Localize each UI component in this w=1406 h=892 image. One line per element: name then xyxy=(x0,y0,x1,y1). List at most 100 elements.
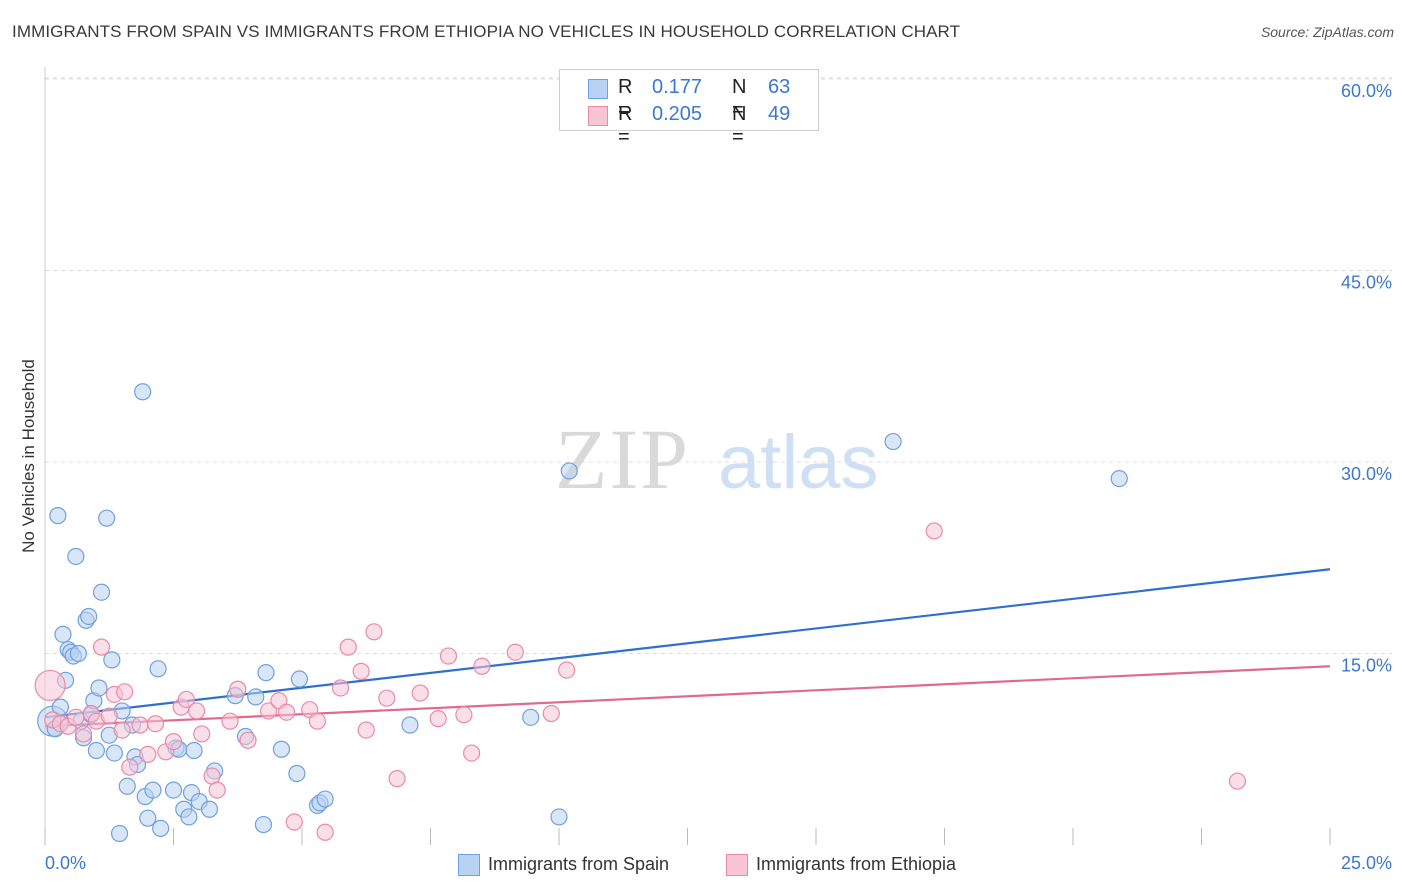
point-ethiopia xyxy=(259,702,278,720)
point-spain xyxy=(103,651,121,669)
point-spain xyxy=(54,625,72,643)
legend-swatch-spain xyxy=(588,79,608,99)
point-spain xyxy=(118,777,136,795)
y-tick-label: 60.0% xyxy=(1341,81,1392,101)
point-spain xyxy=(134,383,152,401)
legend-n-value: 49 xyxy=(768,103,791,125)
tick-labels: 15.0% 30.0% 45.0% 60.0% 0.0% 25.0% xyxy=(45,81,1392,873)
point-ethiopia xyxy=(316,823,334,841)
point-ethiopia xyxy=(1228,772,1247,790)
legend-label-spain: Immigrants from Spain xyxy=(488,854,670,874)
point-ethiopia xyxy=(164,732,183,751)
point-ethiopia xyxy=(221,712,239,730)
legend-r-value: 0.177 xyxy=(652,76,703,98)
point-ethiopia xyxy=(455,706,473,724)
legend-swatch-ethiopia xyxy=(588,106,608,126)
point-ethiopia xyxy=(239,731,257,749)
point-ethiopia xyxy=(116,683,134,701)
point-ethiopia xyxy=(193,725,211,743)
point-ethiopia xyxy=(92,638,111,656)
point-ethiopia xyxy=(506,643,524,661)
point-ethiopia xyxy=(331,679,350,697)
point-spain xyxy=(1110,469,1128,488)
point-spain xyxy=(87,741,106,760)
point-ethiopia xyxy=(378,689,396,707)
point-ethiopia xyxy=(411,684,429,702)
point-ethiopia xyxy=(67,708,85,726)
point-ethiopia xyxy=(113,721,131,739)
point-spain xyxy=(152,819,170,838)
point-ethiopia xyxy=(308,712,327,730)
point-spain xyxy=(522,708,540,726)
legend-n-label: N = xyxy=(732,76,747,121)
point-spain xyxy=(550,808,568,826)
point-spain xyxy=(560,462,578,480)
point-ethiopia xyxy=(365,623,383,641)
point-ethiopia xyxy=(74,725,93,743)
point-spain xyxy=(90,679,108,697)
point-ethiopia xyxy=(277,703,296,721)
point-spain xyxy=(92,583,111,601)
point-ethiopia xyxy=(100,707,118,725)
chart-title: IMMIGRANTS FROM SPAIN VS IMMIGRANTS FROM… xyxy=(12,22,961,41)
legend-swatch-spain xyxy=(458,854,480,876)
point-ethiopia xyxy=(473,657,491,675)
x-tick-label: 0.0% xyxy=(45,853,86,873)
series-legend: Immigrants from Spain Immigrants from Et… xyxy=(0,852,1406,878)
point-spain xyxy=(180,808,198,826)
data-points xyxy=(34,383,1247,843)
grid-lines xyxy=(45,77,1392,654)
point-spain xyxy=(67,547,85,566)
point-ethiopia xyxy=(388,770,406,788)
point-spain xyxy=(185,741,203,760)
point-ethiopia xyxy=(439,647,458,665)
legend-r-label: R = xyxy=(618,103,633,148)
trend-line-ethiopia xyxy=(44,665,1331,728)
point-spain xyxy=(110,824,129,843)
point-ethiopia xyxy=(463,744,481,762)
point-ethiopia xyxy=(188,702,206,720)
point-spain xyxy=(149,660,167,678)
point-spain xyxy=(401,716,419,734)
point-ethiopia xyxy=(146,715,165,733)
point-ethiopia xyxy=(34,669,66,702)
y-tick-label: 30.0% xyxy=(1341,464,1392,484)
point-spain xyxy=(316,790,334,808)
point-spain xyxy=(884,432,902,451)
watermark-zip: ZIP xyxy=(555,411,690,507)
point-spain xyxy=(247,688,265,706)
point-spain xyxy=(80,607,98,626)
x-tick-label: 25.0% xyxy=(1341,853,1392,873)
point-ethiopia xyxy=(131,716,149,734)
point-ethiopia xyxy=(121,758,139,776)
point-spain xyxy=(272,740,291,758)
y-tick-label: 15.0% xyxy=(1341,656,1392,676)
point-ethiopia xyxy=(177,690,195,709)
point-ethiopia xyxy=(925,522,943,540)
watermark: ZIP atlas xyxy=(555,411,879,507)
point-ethiopia xyxy=(229,680,247,698)
point-spain xyxy=(200,800,219,818)
legend-label-ethiopia: Immigrants from Ethiopia xyxy=(756,854,957,874)
point-ethiopia xyxy=(542,704,560,723)
point-ethiopia xyxy=(339,638,357,656)
point-ethiopia xyxy=(139,745,157,763)
point-spain xyxy=(105,744,123,762)
point-spain xyxy=(254,815,273,834)
point-spain xyxy=(290,670,309,688)
point-spain xyxy=(98,509,116,527)
point-ethiopia xyxy=(285,813,303,831)
point-ethiopia xyxy=(352,662,370,680)
source-label: Source: ZipAtlas.com xyxy=(1260,24,1394,40)
legend-stats: R = 0.177 N = 63 R = 0.205 N = 49 xyxy=(559,69,819,148)
point-spain xyxy=(288,764,306,783)
point-ethiopia xyxy=(429,710,447,728)
legend-r-label: R = xyxy=(618,76,633,121)
point-spain xyxy=(164,781,183,799)
point-ethiopia xyxy=(558,661,576,679)
y-axis-label: No Vehicles in Household xyxy=(19,359,38,553)
point-spain xyxy=(69,644,88,663)
legend-n-label: N = xyxy=(732,103,747,148)
point-ethiopia xyxy=(357,721,375,739)
